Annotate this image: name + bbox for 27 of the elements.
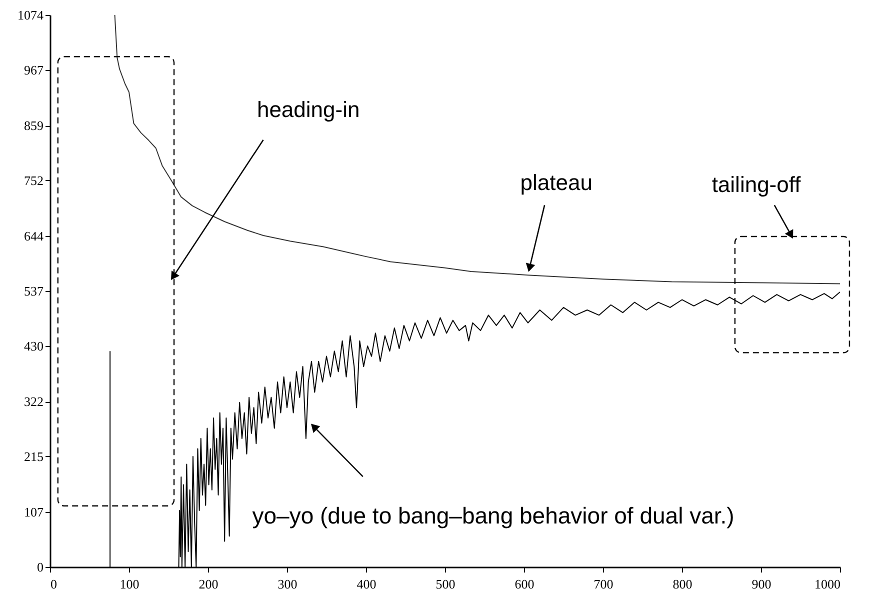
x-tick-label: 400 (356, 576, 376, 592)
annotation: heading-in (256, 97, 360, 122)
y-tick-label: 859 (24, 118, 44, 134)
annotation: plateau (520, 170, 592, 196)
y-tick-label: 1074 (18, 8, 44, 22)
y-tick-label: 322 (24, 394, 44, 410)
x-tick-label: 1000 (814, 576, 840, 592)
x-tick-label: 500 (436, 576, 456, 592)
x-tick-label: 600 (514, 576, 534, 592)
y-tick-label: 967 (24, 62, 44, 78)
x-tick-label: 200 (198, 576, 218, 592)
x-tick-label: 800 (672, 576, 692, 592)
annotation: yo–yo (due to bang–bang behavior of dual var.) (252, 502, 734, 529)
y-tick-label: 644 (24, 228, 44, 244)
y-tick-label: 430 (24, 338, 44, 354)
x-tick-label: 0 (50, 576, 57, 592)
y-tick-label: 107 (24, 504, 44, 520)
annotation: tailing-off (712, 172, 802, 198)
line-series (114, 15, 840, 284)
x-tick-label: 100 (120, 576, 140, 592)
x-tick-label: 300 (278, 576, 298, 592)
y-tick-label: 752 (24, 172, 44, 188)
x-tick-label: 700 (594, 576, 614, 592)
x-tick-label: 900 (752, 576, 772, 592)
y-tick-label: 0 (37, 560, 44, 574)
y-tick-label: 215 (24, 448, 44, 464)
y-tick-label: 537 (24, 284, 44, 298)
